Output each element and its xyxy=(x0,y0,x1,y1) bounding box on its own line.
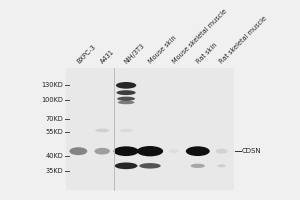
FancyBboxPatch shape xyxy=(66,68,234,190)
Ellipse shape xyxy=(114,146,139,156)
Text: NIH/3T3: NIH/3T3 xyxy=(123,42,146,65)
Text: 100KD: 100KD xyxy=(41,97,63,103)
Text: 35KD: 35KD xyxy=(46,168,63,174)
Text: CDSN: CDSN xyxy=(242,148,262,154)
Text: A431: A431 xyxy=(100,48,116,65)
Text: 55KD: 55KD xyxy=(46,129,63,135)
Text: Mouse skeletal muscle: Mouse skeletal muscle xyxy=(171,8,228,65)
Ellipse shape xyxy=(69,147,87,155)
Ellipse shape xyxy=(94,148,110,155)
Ellipse shape xyxy=(118,101,134,104)
Ellipse shape xyxy=(169,149,179,153)
Text: Rat skin: Rat skin xyxy=(195,42,218,65)
Ellipse shape xyxy=(137,146,163,156)
Ellipse shape xyxy=(95,129,109,132)
Text: 40KD: 40KD xyxy=(46,153,63,159)
Ellipse shape xyxy=(190,164,205,168)
Ellipse shape xyxy=(139,163,161,169)
Ellipse shape xyxy=(117,97,135,101)
Ellipse shape xyxy=(119,129,133,132)
Ellipse shape xyxy=(117,90,136,95)
Ellipse shape xyxy=(115,162,137,169)
Ellipse shape xyxy=(218,164,226,167)
Ellipse shape xyxy=(216,149,228,154)
Ellipse shape xyxy=(186,146,210,156)
Text: 70KD: 70KD xyxy=(46,116,63,122)
Text: Mouse skin: Mouse skin xyxy=(147,35,177,65)
Ellipse shape xyxy=(116,82,136,89)
Text: BXPC-3: BXPC-3 xyxy=(76,44,97,65)
Text: 130KD: 130KD xyxy=(42,82,63,88)
Text: Rat skeletal muscle: Rat skeletal muscle xyxy=(219,15,268,65)
